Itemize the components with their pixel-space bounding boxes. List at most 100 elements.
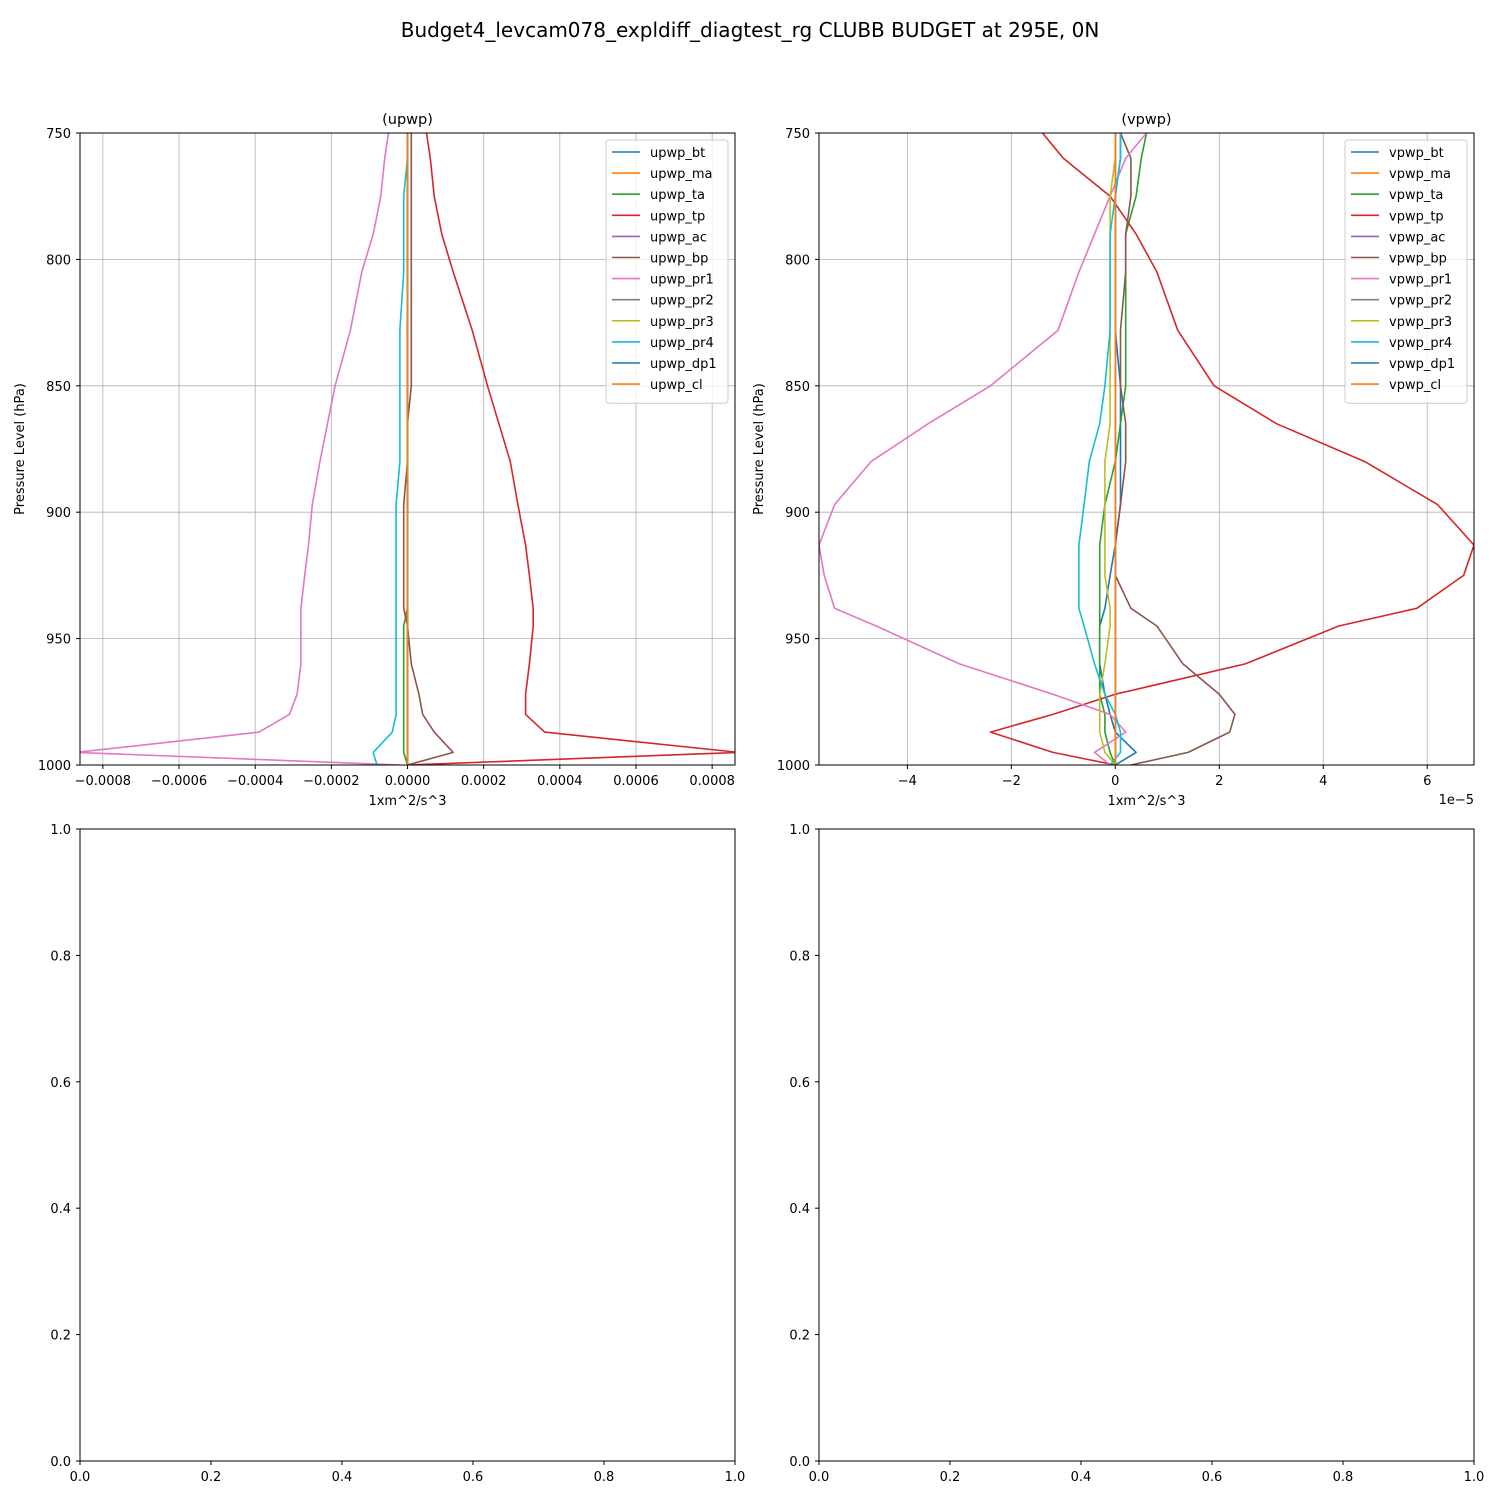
legend-label: upwp_pr1	[650, 273, 714, 288]
y-tick-label: 800	[46, 253, 71, 268]
legend-label: vpwp_pr2	[1389, 294, 1452, 309]
x-tick-label: 0.4	[332, 1470, 353, 1485]
x-tick-label: 1.0	[725, 1470, 746, 1485]
axes-frame	[818, 828, 1475, 1462]
x-axis-label: 1xm^2/s^3	[368, 794, 446, 809]
x-tick-label: 0.0002	[461, 774, 507, 789]
series-group	[819, 133, 1474, 765]
x-tick-label: 0.0	[809, 1470, 830, 1485]
y-tick-label: 0.4	[789, 1202, 810, 1217]
legend-label: upwp_bp	[650, 252, 708, 267]
y-tick-label: 1.0	[50, 823, 71, 838]
legend-label: vpwp_pr4	[1389, 336, 1452, 351]
x-tick-label: 6	[1423, 774, 1431, 789]
figure-suptitle: Budget4_levcam078_expldiff_diagtest_rg C…	[401, 18, 1100, 42]
y-tick-label: 0.2	[789, 1329, 810, 1344]
legend-label: upwp_dp1	[650, 357, 717, 372]
legend-label: upwp_tp	[650, 209, 705, 224]
series-line-upwp_tp	[407, 133, 735, 765]
series-line-vpwp_bt	[1098, 133, 1137, 765]
legend-label: vpwp_bp	[1389, 252, 1447, 267]
legend: vpwp_bt vpwp_ma vpwp_ta vpwp_tp vpwp_ac vpwp_…	[1344, 139, 1468, 404]
legend-box	[605, 139, 729, 404]
y-tick-label: 1000	[777, 759, 810, 774]
x-tick-label: 0.2	[201, 1470, 222, 1485]
legend-label: vpwp_pr3	[1389, 315, 1452, 330]
legend-label: vpwp_bt	[1389, 146, 1444, 161]
legend-label: upwp_pr3	[650, 315, 714, 330]
x-tick-label: 0.8	[1333, 1470, 1354, 1485]
y-tick-label: 0.8	[789, 949, 810, 964]
x-tick-label: −0.0004	[227, 774, 283, 789]
y-tick-label: 950	[46, 633, 71, 648]
y-tick-label: 950	[785, 633, 810, 648]
x-tick-label: 0.4	[1071, 1470, 1092, 1485]
y-tick-label: 0.0	[50, 1455, 71, 1470]
legend-label: vpwp_pr1	[1389, 273, 1452, 288]
series-line-upwp_pr4	[372, 133, 409, 765]
x-tick-label: 0.0000	[385, 774, 431, 789]
y-tick-label: 900	[785, 506, 810, 521]
x-tick-label: −0.0008	[75, 774, 131, 789]
x-tick-label: 0.0004	[537, 774, 583, 789]
axes-frame	[818, 132, 1475, 766]
x-tick-label: 2	[1215, 774, 1223, 789]
x-tick-label: 0.0008	[689, 774, 735, 789]
y-tick-label: 1.0	[789, 823, 810, 838]
x-tick-label: 0.6	[1202, 1470, 1223, 1485]
y-axis-label: Pressure Level (hPa)	[13, 383, 28, 515]
legend-label: upwp_pr2	[650, 294, 714, 309]
x-tick-label: −0.0006	[151, 774, 207, 789]
x-tick-label: 1.0	[1464, 1470, 1485, 1485]
y-tick-label: 0.2	[50, 1329, 71, 1344]
y-tick-label: 0.0	[789, 1455, 810, 1470]
series-line-vpwp_pr3	[1098, 133, 1117, 765]
legend: upwp_bt upwp_ma upwp_ta upwp_tp upwp_ac upwp_…	[605, 139, 729, 404]
legend-label: upwp_ta	[650, 188, 705, 203]
legend-label: upwp_ac	[650, 230, 707, 245]
legend-label: vpwp_ac	[1389, 230, 1445, 245]
legend-label: vpwp_ma	[1389, 167, 1451, 182]
y-tick-label: 750	[46, 127, 71, 142]
x-tick-label: 0	[1111, 774, 1119, 789]
series-group	[80, 133, 735, 765]
axes-title: (upwp)	[382, 112, 433, 128]
x-offset-label: 1e−5	[1439, 793, 1474, 808]
y-tick-label: 0.6	[50, 1076, 71, 1091]
y-tick-label: 850	[46, 380, 71, 395]
x-tick-label: −2	[1002, 774, 1021, 789]
series-line-vpwp_bp	[1114, 133, 1236, 765]
x-tick-label: 0.6	[463, 1470, 484, 1485]
x-tick-label: 0.0	[70, 1470, 91, 1485]
axes-frame	[79, 828, 736, 1462]
y-tick-label: 800	[785, 253, 810, 268]
y-tick-label: 750	[785, 127, 810, 142]
x-tick-label: 4	[1319, 774, 1327, 789]
series-line-vpwp_pr4	[1078, 133, 1122, 765]
panel-4: 0.0 0.2 0.4 0.6 0.8 1.0 0.0 0.2 0.4 0.6 0.8 1.0	[789, 823, 1484, 1485]
panel-2: −4 −2 0 2 4 6 750 800 850 900 950 1000 (vpwp) 1xm^2/s…	[752, 112, 1475, 809]
x-tick-label: 0.0006	[613, 774, 659, 789]
x-tick-label: −0.0002	[303, 774, 359, 789]
y-tick-label: 0.8	[50, 949, 71, 964]
x-tick-label: 0.8	[594, 1470, 615, 1485]
panel-3: 0.0 0.2 0.4 0.6 0.8 1.0 0.0 0.2 0.4 0.6 0.8 1.0	[50, 823, 745, 1485]
legend-label: upwp_ma	[650, 167, 713, 182]
x-axis-label: 1xm^2/s^3	[1107, 794, 1185, 809]
series-line-vpwp_pr1	[819, 133, 1148, 765]
y-tick-label: 0.6	[789, 1076, 810, 1091]
series-line-vpwp_tp	[989, 133, 1474, 765]
x-tick-label: −4	[898, 774, 917, 789]
legend-label: upwp_pr4	[650, 336, 714, 351]
y-tick-label: 0.4	[50, 1202, 71, 1217]
y-tick-label: 1000	[38, 759, 71, 774]
panel-1: −0.0008 −0.0006 −0.0004 −0.0002 0.0000 0.0002…	[13, 112, 736, 809]
legend-label: vpwp_cl	[1389, 378, 1441, 393]
legend-label: vpwp_dp1	[1389, 357, 1455, 372]
legend-box	[1344, 139, 1468, 404]
x-tick-label: 0.2	[940, 1470, 961, 1485]
y-tick-label: 850	[785, 380, 810, 395]
y-axis-label: Pressure Level (hPa)	[752, 383, 767, 515]
legend-label: vpwp_ta	[1389, 188, 1443, 203]
